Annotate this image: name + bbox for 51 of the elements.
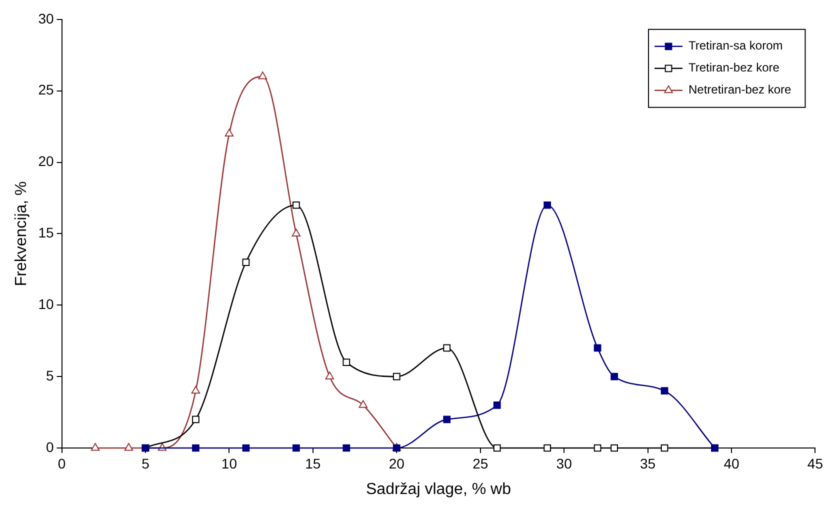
y-tick-label: 20 (38, 153, 54, 170)
point (544, 444, 552, 452)
x-tick-label: 15 (305, 455, 321, 472)
x-tick-label: 10 (221, 455, 238, 472)
x-tick-label: 45 (807, 455, 824, 472)
point (292, 201, 300, 209)
legend-label: Netretiran-bez kore (688, 82, 792, 97)
x-tick-label: 30 (556, 455, 572, 472)
point (90, 443, 100, 451)
y-tick-label: 10 (38, 296, 54, 312)
point (610, 372, 618, 380)
point (242, 258, 250, 266)
point (242, 444, 250, 452)
y-tick-label: 25 (38, 82, 54, 98)
point (342, 444, 350, 452)
point (258, 72, 268, 80)
point (594, 444, 602, 452)
y-tick-label: 0 (46, 438, 54, 455)
point (660, 387, 668, 395)
legend-label: Tretiran-sa korom (688, 38, 783, 53)
point (660, 444, 668, 452)
x-tick-label: 35 (640, 455, 656, 472)
point (191, 386, 200, 394)
point (443, 344, 451, 352)
point (342, 358, 350, 366)
point (544, 201, 552, 209)
point (192, 416, 200, 424)
x-tick-label: 40 (724, 455, 740, 472)
point (325, 372, 334, 380)
point (124, 443, 134, 451)
point (224, 128, 234, 136)
x-tick-label: 0 (58, 455, 66, 472)
y-tick-label: 30 (38, 10, 54, 26)
point (594, 344, 602, 352)
point (443, 416, 451, 424)
point (292, 228, 301, 236)
y-axis-title: Frekvencija, % (13, 181, 30, 286)
y-tick-label: 15 (38, 224, 54, 241)
point (192, 444, 200, 452)
x-tick-label: 20 (388, 455, 405, 472)
x-tick-label: 5 (142, 455, 150, 472)
point (358, 400, 368, 408)
legend-label: Tretiran-bez kore (688, 60, 780, 75)
y-tick-label: 5 (46, 367, 54, 384)
x-tick-label: 25 (472, 455, 488, 472)
x-axis-title: Sadržaj vlage, % wb (366, 480, 512, 498)
point (493, 401, 501, 409)
point (292, 444, 300, 452)
point (493, 444, 501, 452)
point (392, 372, 400, 380)
point (610, 444, 618, 452)
